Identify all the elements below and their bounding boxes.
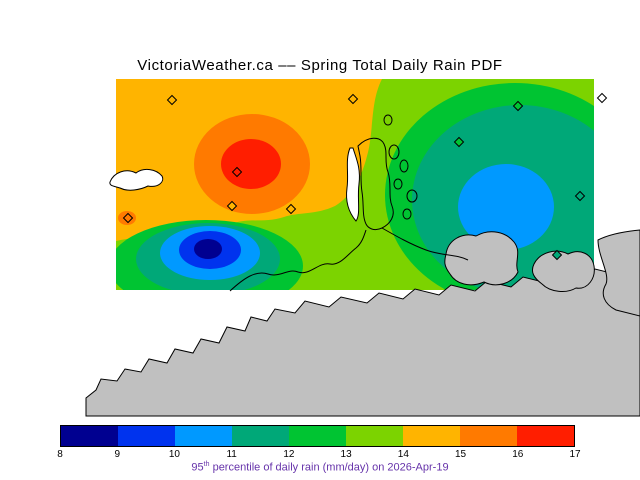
caption-text: percentile of daily rain (mm/day) on 202… (209, 461, 449, 474)
caption-value: 95 (191, 461, 204, 474)
colorbar-labels: 8 9 10 11 12 13 14 15 16 17 (57, 449, 580, 461)
colorbar-tick-label: 14 (397, 449, 409, 460)
land-island-west (444, 231, 519, 286)
islet-outline (388, 144, 400, 160)
colorbar-segment (61, 426, 118, 446)
colorbar-tick-label: 9 (114, 449, 120, 460)
colorbar-tick-label: 11 (226, 449, 237, 460)
colorbar-tick-label: 16 (512, 449, 524, 460)
contour-navy-core (194, 239, 222, 259)
contour-field (116, 79, 594, 290)
station-marker-diamond (347, 93, 359, 105)
inlet-channel (346, 147, 360, 222)
islet-outline (383, 114, 393, 126)
land-island-east (531, 250, 595, 292)
contour-lightblue-east (458, 164, 554, 250)
coastlines (229, 114, 469, 292)
colorbar-segment (289, 426, 346, 446)
colorbar-tick-label: 15 (454, 449, 467, 460)
station-marker-diamond (122, 212, 134, 224)
colorbar-segment (346, 426, 403, 446)
colorbar-tick-label: 17 (569, 449, 581, 460)
station-marker-diamond (226, 200, 238, 212)
caption: 95th percentile of daily rain (mm/day) o… (0, 461, 640, 474)
coastline-south-shore (229, 229, 367, 292)
colorbar (60, 425, 575, 447)
colorbar-segment (460, 426, 517, 446)
islet-outline (406, 189, 418, 203)
island-west-outline (109, 168, 164, 191)
station-marker-diamond (596, 92, 608, 104)
station-marker-diamond (285, 203, 297, 215)
land-east-edge (597, 229, 640, 317)
station-marker-diamond (574, 190, 586, 202)
islet-outline (399, 159, 409, 173)
station-marker-diamond (453, 136, 465, 148)
caption-superscript: th (203, 461, 210, 468)
colorbar-segment (403, 426, 460, 446)
contour-red-core (221, 139, 281, 189)
coastline-peninsula (357, 137, 394, 231)
station-marker-diamond (512, 100, 524, 112)
colorbar-tick-label: 12 (283, 449, 295, 460)
colorbar-tick-label: 13 (340, 449, 352, 460)
colorbar-segment (175, 426, 232, 446)
plot-title: VictoriaWeather.ca –– Spring Total Daily… (137, 57, 503, 74)
colorbar-tick-label: 8 (57, 449, 63, 460)
station-marker-diamond (551, 249, 563, 261)
station-markers (122, 92, 608, 261)
colorbar-segment (118, 426, 175, 446)
colorbar-segment (232, 426, 289, 446)
colorbar-tick-label: 10 (168, 449, 180, 460)
station-marker-diamond (166, 94, 178, 106)
station-marker-diamond (231, 166, 243, 178)
islet-outline (402, 208, 412, 220)
coastline-east-shore (381, 227, 469, 261)
colorbar-segment (517, 426, 574, 446)
islet-outline (393, 178, 403, 190)
